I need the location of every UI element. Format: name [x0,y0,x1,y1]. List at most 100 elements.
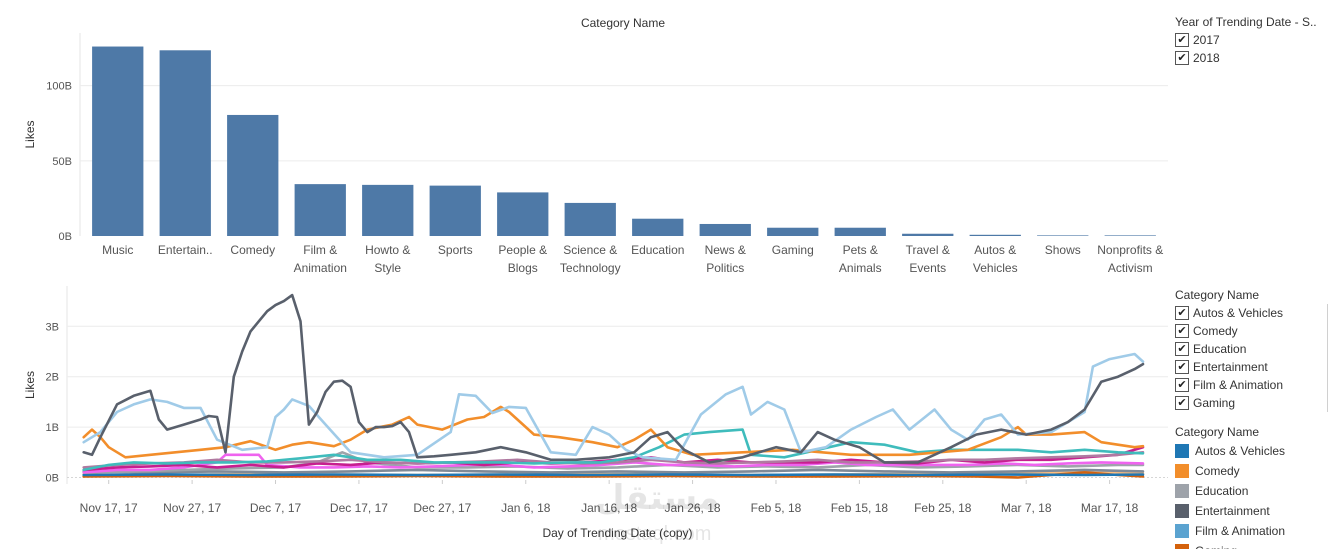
bar-x-tick-label: Education [631,243,684,257]
category-filter: Category Name ✔ Autos & Vehicles ✔ Comedy ✔ E… [1175,288,1335,412]
line-x-axis-title: Day of Trending Date (copy) [542,526,692,540]
bar[interactable] [362,184,414,236]
legend-item-label: Gaming [1195,544,1237,549]
bar-x-tick-label: Animation [294,261,347,275]
bar-x-tick-label: Animals [839,261,882,275]
bar[interactable] [497,192,549,236]
bar[interactable] [767,227,819,236]
legend-item[interactable]: Autos & Vehicles [1175,441,1335,461]
category-filter-item[interactable]: ✔ Gaming [1175,394,1327,412]
bar[interactable] [632,218,684,236]
series-line[interactable] [82,405,1145,459]
checkbox[interactable]: ✔ [1175,51,1189,65]
line-y-tick-label: 0B [46,472,59,484]
bar-x-tick-label: Shows [1045,243,1081,257]
series-line[interactable] [82,453,1145,474]
bar-x-tick-label: Pets & [843,243,878,257]
series-line[interactable] [82,293,1145,464]
bar-x-tick-label: Howto & [365,243,410,257]
year-filter-item[interactable]: ✔ 2018 [1175,49,1335,67]
legend-item[interactable]: Film & Animation [1175,521,1335,541]
bar[interactable] [699,223,751,236]
bar-y-tick-label: 100B [46,81,72,93]
category-filter-item[interactable]: ✔ Education [1175,340,1327,358]
category-filter-item[interactable]: ✔ Comedy [1175,322,1327,340]
bar[interactable] [969,234,1021,236]
legend-item-label: Film & Animation [1195,524,1286,538]
bar[interactable] [92,46,144,237]
line-x-tick-label: Dec 17, 17 [330,501,388,515]
bar-x-tick-label: Film & [303,243,337,257]
checkbox[interactable]: ✔ [1175,33,1189,47]
category-filter-item-label: Autos & Vehicles [1193,306,1284,320]
category-filter-item[interactable]: ✔ Autos & Vehicles [1175,304,1327,322]
series-line[interactable] [82,468,1145,474]
category-filter-title: Category Name [1175,288,1260,302]
legend-item[interactable]: Entertainment [1175,501,1335,521]
line-y-axis-title: Likes [23,371,37,399]
bar-x-tick-label: Science & [563,243,617,257]
category-filter-item-label: Comedy [1193,324,1238,338]
line-x-tick-label: Feb 5, 18 [751,501,802,515]
year-filter-list: ✔ 2017 ✔ 2018 [1175,31,1335,67]
line-x-tick-label: Feb 15, 18 [831,501,889,515]
bar[interactable] [227,114,279,236]
line-y-tick-label: 3B [46,321,59,333]
legend-item[interactable]: Gaming [1175,541,1335,549]
category-filter-item-label: Film & Animation [1193,378,1284,392]
bar[interactable] [429,185,481,236]
legend-swatch [1175,444,1189,458]
bar-chart-title: Category Name [581,16,665,30]
bar[interactable] [294,184,346,236]
line-x-tick-label: Jan 6, 18 [501,501,551,515]
color-legend: Category Name Autos & Vehicles Comedy Educ… [1175,425,1335,549]
bar-x-tick-label: Sports [438,243,473,257]
legend-item-label: Education [1195,484,1249,498]
line-x-tick-label: Feb 25, 18 [914,501,972,515]
bar[interactable] [1037,235,1089,236]
line-x-tick-label: Dec 7, 17 [250,501,302,515]
legend-swatch [1175,524,1189,538]
line-x-tick-label: Jan 26, 18 [665,501,721,515]
bar[interactable] [902,233,954,236]
line-chart: 0B 1B 2B 3B Likes Nov 17, 17 Nov 27, 17 Dec 7, … [23,286,1168,540]
legend-swatch [1175,504,1189,518]
checkbox[interactable]: ✔ [1175,396,1189,410]
checkbox[interactable]: ✔ [1175,342,1189,356]
line-x-tick-label: Mar 7, 18 [1001,501,1052,515]
color-legend-list: Autos & Vehicles Comedy Education Entertain… [1175,441,1335,549]
bar[interactable] [564,202,616,236]
year-filter: Year of Trending Date - S.. ✔ 2017 ✔ 2018 [1175,15,1335,67]
bar-x-tick-label: Technology [560,261,621,275]
bar-y-tick-label: 0B [59,231,72,243]
year-filter-item-label: 2017 [1193,33,1220,47]
category-filter-list[interactable]: ✔ Autos & Vehicles ✔ Comedy ✔ Education ✔ Enter… [1175,304,1328,412]
checkbox[interactable]: ✔ [1175,378,1189,392]
category-filter-item-label: Gaming [1193,396,1236,410]
bar-y-axis-title: Likes [23,120,37,148]
checkbox[interactable]: ✔ [1175,306,1189,320]
bar-chart: 0B 50B 100B Category Name Likes Music Entertai… [23,16,1168,275]
legend-item[interactable]: Education [1175,481,1335,501]
series-line[interactable] [82,352,1145,462]
bar-x-tick-label: Style [374,261,401,275]
bar-x-tick-label: Gaming [772,243,814,257]
category-filter-item[interactable]: ✔ Film & Animation [1175,376,1327,394]
year-filter-item[interactable]: ✔ 2017 [1175,31,1335,49]
series-line[interactable] [82,473,1145,477]
line-x-tick-label: Nov 17, 17 [80,501,138,515]
legend-item-label: Entertainment [1195,504,1270,518]
bar-x-tick-label: Nonprofits & [1097,243,1163,257]
checkbox[interactable]: ✔ [1175,324,1189,338]
line-x-tick-label: Nov 27, 17 [163,501,221,515]
bar[interactable] [1104,235,1156,236]
bar-x-tick-label: News & [705,243,746,257]
checkbox[interactable]: ✔ [1175,360,1189,374]
bar-x-tick-label: Politics [706,261,744,275]
legend-item-label: Autos & Vehicles [1195,444,1286,458]
category-filter-item[interactable]: ✔ Entertainment [1175,358,1327,376]
bar-x-tick-label: Music [102,243,133,257]
legend-item[interactable]: Comedy [1175,461,1335,481]
bar[interactable] [834,227,886,236]
bar[interactable] [159,50,211,237]
